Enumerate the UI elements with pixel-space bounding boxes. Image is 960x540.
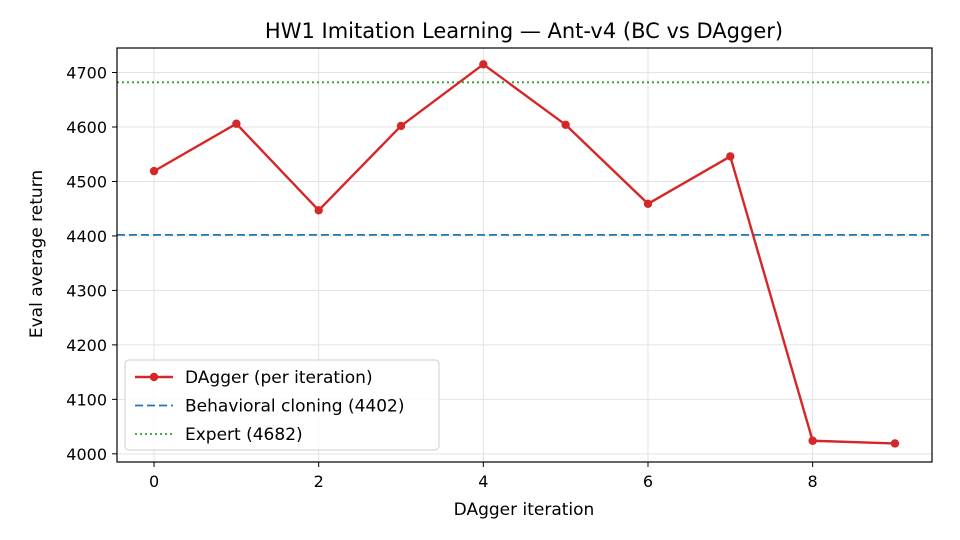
y-tick-label: 4100 — [66, 390, 107, 409]
legend-label: Expert (4682) — [185, 425, 303, 445]
plot-area: 0 2 4 6 8 4000 4100 4200 4300 4400 4500 4600 4700 DAg… — [66, 47, 933, 491]
dagger-data-point — [808, 436, 817, 445]
y-tick-label: 4700 — [66, 64, 107, 83]
dagger-data-point — [726, 152, 735, 161]
x-axis-label: DAgger iteration — [454, 500, 595, 520]
x-tick-label: 8 — [808, 472, 818, 491]
chart-title: HW1 Imitation Learning — Ant-v4 (BC vs D… — [265, 19, 783, 43]
x-tick-label: 0 — [149, 472, 159, 491]
legend-label: DAgger (per iteration) — [185, 368, 373, 388]
axes-frame — [116, 47, 933, 463]
y-tick-label: 4200 — [66, 336, 107, 355]
legend-label: Behavioral cloning (4402) — [185, 397, 405, 417]
legend-box — [124, 359, 440, 451]
legend-marker-dagger — [149, 372, 159, 382]
x-tick-label: 2 — [314, 472, 324, 491]
dagger-data-point — [149, 166, 159, 176]
y-tick-label: 4400 — [66, 227, 107, 246]
y-tick-label: 4600 — [66, 118, 107, 137]
dagger-data-point — [396, 121, 406, 131]
x-tick-label: 6 — [643, 472, 653, 491]
dagger-data-point — [890, 439, 900, 448]
dagger-data-point — [479, 60, 488, 69]
dagger-data-point — [314, 206, 323, 215]
y-tick-label: 4300 — [66, 281, 107, 300]
dagger-series-line — [153, 63, 895, 445]
x-tick-label: 4 — [478, 472, 488, 491]
y-axis-label: Eval average return — [27, 170, 47, 338]
dagger-data-point — [232, 119, 241, 128]
y-tick-label: 4000 — [66, 445, 107, 464]
dagger-data-point — [561, 120, 570, 130]
y-tick-label: 4500 — [66, 172, 107, 191]
dagger-data-point — [643, 199, 653, 208]
